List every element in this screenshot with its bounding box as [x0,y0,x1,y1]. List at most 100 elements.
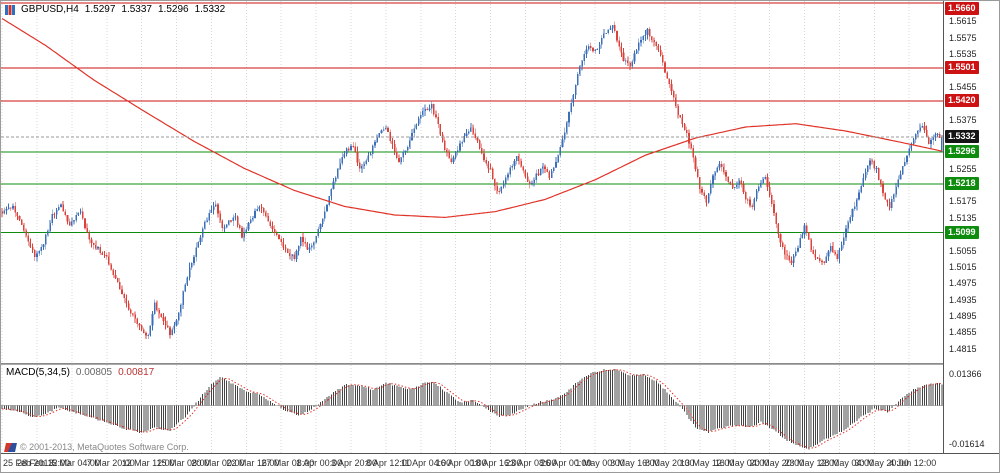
time-tick-label: 28 Feb 12:00 [16,458,71,468]
candle-body [829,246,832,252]
candle-body [890,199,893,208]
candle-body [252,217,254,220]
candle-body [670,84,673,91]
candle-body [245,229,248,233]
candle-body [633,53,636,62]
candle-body [324,211,326,219]
candle-body [206,220,208,223]
candle-body [760,183,762,187]
candle-body [825,256,828,263]
candle-body [57,207,60,210]
candle-body [448,152,450,159]
candle-body [10,207,12,209]
candle-body [51,214,54,224]
candle-body [692,148,695,158]
time-tick-label: 1 Apr 00:00 [296,458,343,468]
time-axis[interactable]: 25 Feb 2013 28 Feb 12:00 5 Mar 04:00 7 Mar … [1,453,999,472]
pane-divider[interactable] [1,363,999,365]
candle-body [243,232,245,238]
candle-body [705,195,708,203]
candle-body [400,157,402,162]
candle-body [866,165,869,173]
candle-body [332,181,335,190]
candle-body [380,130,383,134]
candle-body [548,172,551,179]
candle-body [241,228,243,238]
candle-body [500,186,503,192]
candle-body [598,44,601,50]
candle-body [542,166,544,169]
candle-body [352,145,354,147]
candle-body [221,220,224,228]
candle-body [426,109,429,111]
candle-body [201,228,204,238]
candle-body [555,161,557,168]
time-tick-label: 16 May 04:00 [714,458,770,468]
candle-body [267,215,269,222]
candle-body [738,180,740,185]
candle-body [690,143,692,149]
quote-open: 1.5297 [84,4,116,15]
candle-body [805,225,808,233]
candle-body [31,247,34,250]
candle-body [337,168,339,178]
candle-body [771,194,773,204]
price-level-badge: 1.5501 [945,61,979,75]
candle-body [472,127,474,134]
time-tick-label: 8 Apr 12:00 [365,458,412,468]
candle-body [156,302,158,310]
macd-pane[interactable]: MACD(5,34,5) 0.00805 0.00817 © 2001-2013… [1,365,943,453]
candle-body [77,212,80,216]
candle-body [936,133,939,135]
candle-body [714,172,716,176]
candle-body [522,166,525,171]
candle-body [75,215,78,221]
candle-body [537,173,540,175]
candle-body [808,232,810,240]
candle-body [452,157,455,162]
candle-body [478,140,481,148]
candle-body [395,151,398,158]
price-axis[interactable]: 0.01366 -0.01614 1.56151.55751.55351.549… [943,1,999,453]
price-tick-label: 1.4975 [949,278,977,289]
candle-body [795,251,797,257]
candle-body [385,127,387,130]
time-tick-label: 13 May 12:00 [679,458,735,468]
candle-body [725,172,727,177]
candle-body [832,246,834,253]
candle-body [840,245,843,251]
price-tick-label: 1.5455 [949,81,977,92]
candle-body [581,60,583,67]
candle-body [101,253,104,255]
candle-body [498,191,501,193]
candle-body [193,257,195,264]
candle-body [20,219,23,225]
candle-body [23,224,25,231]
candle-body [175,320,178,326]
candle-body [302,237,304,242]
candle-body [897,179,900,187]
candle-body [393,143,396,152]
candle-body [932,137,934,141]
candle-body [834,252,836,255]
candle-body [313,242,315,246]
candle-body [406,147,409,151]
candle-body [345,148,348,155]
candle-body [326,204,328,212]
candle-body [574,85,577,95]
candle-body [664,62,666,73]
time-tick-label: 20 May 20:00 [749,458,805,468]
candle-body [777,223,780,235]
candle-body [433,103,435,115]
candle-body [533,180,535,184]
candle-body [212,206,215,211]
time-tick-label: 11 Apr 04:00 [400,458,452,468]
candle-body [409,140,411,148]
price-tick-label: 1.4895 [949,311,977,322]
candle-body [197,241,200,248]
candle-body [173,325,176,330]
candle-body [762,179,764,184]
candle-body [873,161,876,169]
price-pane[interactable]: GBPUSD,H4 1.5297 1.5337 1.5296 1.5332 [1,1,943,363]
time-tick-label: 1 May 00:00 [575,458,625,468]
